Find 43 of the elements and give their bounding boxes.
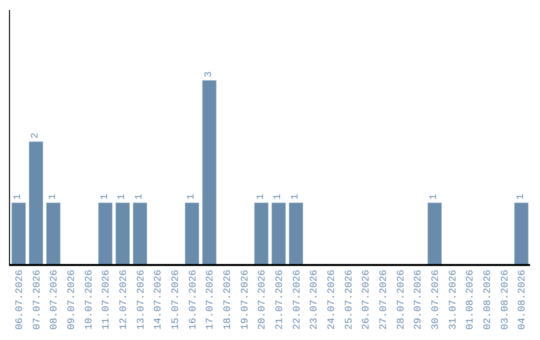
data-label: 1 — [100, 194, 111, 200]
data-label: 1 — [256, 194, 267, 200]
data-label: 1 — [48, 194, 59, 200]
data-label: 1 — [117, 194, 128, 200]
x-tick-label: 23.07.2026 — [310, 270, 321, 330]
x-tick-label: 14.07.2026 — [154, 270, 165, 330]
x-tick-label: 17.07.2026 — [206, 270, 217, 330]
x-tick-label: 10.07.2026 — [84, 270, 96, 330]
x-tick-label: 22.07.2026 — [292, 270, 304, 330]
x-tick-label: 31.07.2026 — [448, 270, 460, 330]
data-label: 1 — [13, 194, 24, 200]
x-tick-label: 11.07.2026 — [102, 270, 113, 330]
data-label: 1 — [429, 194, 440, 200]
x-tick-label: 07.07.2026 — [32, 270, 44, 330]
x-tick-label: 30.07.2026 — [430, 270, 442, 330]
data-label: 1 — [134, 194, 146, 200]
x-tick-label: 21.07.2026 — [274, 270, 286, 330]
data-label: 1 — [186, 194, 198, 200]
x-tick-label: 25.07.2026 — [344, 270, 356, 330]
data-label: 2 — [30, 132, 42, 139]
data-label: 3 — [204, 71, 215, 78]
data-label: 1 — [273, 194, 284, 200]
x-tick-label: 29.07.2026 — [414, 270, 425, 330]
data-label: 1 — [516, 194, 527, 200]
x-tick-label: 02.08.2026 — [482, 270, 494, 330]
x-tick-label: 08.07.2026 — [50, 270, 61, 330]
x-tick-label: 28.07.2026 — [396, 270, 408, 330]
x-tick-label: 27.07.2026 — [378, 270, 390, 330]
x-tick-label: 24.07.2026 — [326, 270, 338, 330]
x-tick-label: 09.07.2026 — [66, 270, 78, 330]
x-tick-label: 12.07.2026 — [118, 270, 130, 330]
x-tick-label: 01.08.2026 — [466, 270, 477, 330]
x-tick-label: 16.07.2026 — [188, 270, 200, 330]
x-tick-label: 03.08.2026 — [500, 270, 512, 330]
x-tick-label: 18.07.2026 — [222, 270, 234, 330]
x-tick-label: 19.07.2026 — [240, 270, 252, 330]
x-tick-label: 06.07.2026 — [14, 270, 26, 330]
x-tick-label: 15.07.2026 — [170, 270, 182, 330]
x-tick-label: 04.08.2026 — [518, 270, 529, 330]
x-tick-label: 26.07.2026 — [362, 270, 373, 330]
data-label: 1 — [290, 194, 302, 200]
x-tick-label: 20.07.2026 — [258, 270, 269, 330]
x-tick-label: 13.07.2026 — [136, 270, 148, 330]
